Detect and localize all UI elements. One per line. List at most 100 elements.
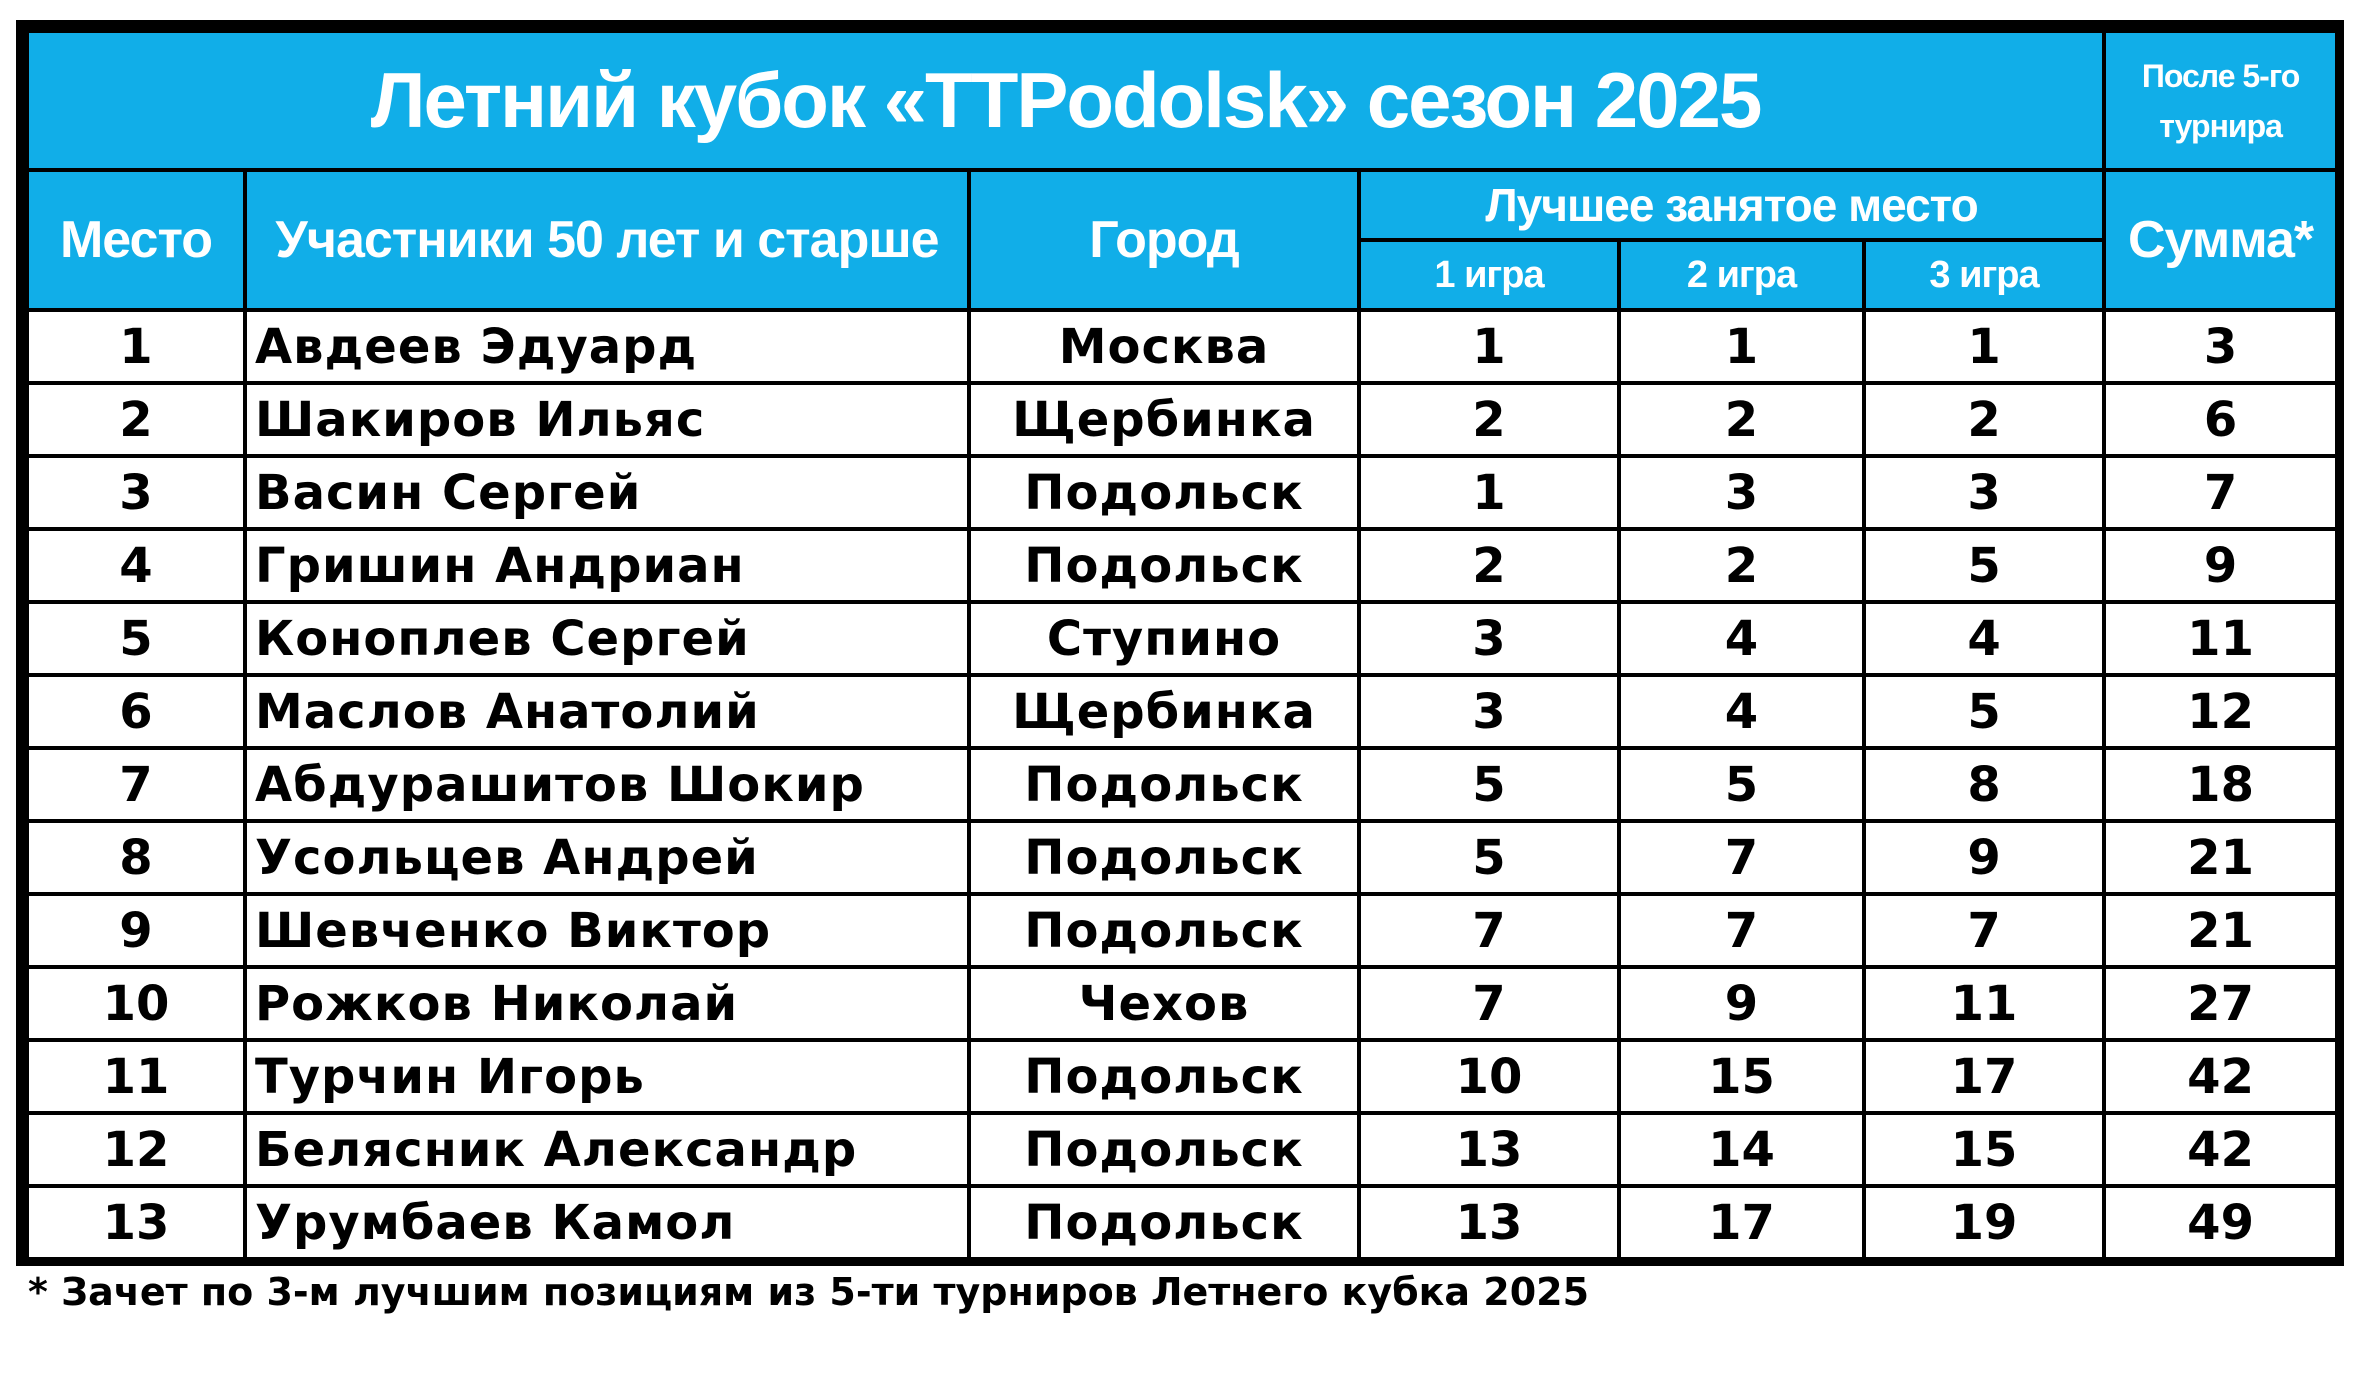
place-cell: 9 bbox=[25, 892, 247, 969]
game-1-cell: 3 bbox=[1357, 673, 1621, 750]
footnote: * Зачет по 3-м лучшим позициям из 5-ти т… bbox=[28, 1270, 1590, 1314]
game-3-cell: 17 bbox=[1861, 1038, 2107, 1115]
city-cell: Подольск bbox=[967, 746, 1361, 823]
game-2-cell: 1 bbox=[1617, 308, 1866, 385]
city-cell: Щербинка bbox=[967, 381, 1361, 458]
game-3-cell: 3 bbox=[1861, 454, 2107, 531]
game-1-cell: 1 bbox=[1357, 454, 1621, 531]
city-cell: Чехов bbox=[967, 965, 1361, 1042]
city-cell: Подольск bbox=[967, 892, 1361, 969]
city-cell: Подольск bbox=[967, 527, 1361, 604]
game-2-cell: 7 bbox=[1617, 819, 1866, 896]
place-cell: 1 bbox=[25, 308, 247, 385]
game-3-cell: 7 bbox=[1861, 892, 2107, 969]
header-game-3: 3 игра bbox=[1861, 238, 2107, 312]
place-cell: 2 bbox=[25, 381, 247, 458]
header-city: Город bbox=[967, 168, 1361, 312]
city-cell: Подольск bbox=[967, 454, 1361, 531]
participant-name-cell: Васин Сергей bbox=[243, 454, 971, 531]
participant-name-cell: Турчин Игорь bbox=[243, 1038, 971, 1115]
sum-cell: 6 bbox=[2102, 381, 2340, 458]
game-3-cell: 15 bbox=[1861, 1111, 2107, 1188]
header-participants: Участники 50 лет и старше bbox=[243, 168, 971, 312]
header-best-place: Лучшее занятое место bbox=[1356, 168, 2107, 242]
participant-name-cell: Маслов Анатолий bbox=[243, 673, 971, 750]
game-2-cell: 3 bbox=[1617, 454, 1866, 531]
sum-cell: 42 bbox=[2102, 1111, 2340, 1188]
game-1-cell: 2 bbox=[1357, 381, 1621, 458]
table-row: 3 Васин Сергей Подольск 1 3 3 7 bbox=[25, 454, 2340, 531]
place-cell: 4 bbox=[25, 527, 247, 604]
participant-name-cell: Белясник Александр bbox=[243, 1111, 971, 1188]
sum-cell: 21 bbox=[2102, 819, 2340, 896]
game-1-cell: 1 bbox=[1357, 308, 1621, 385]
sum-cell: 11 bbox=[2102, 600, 2340, 677]
game-1-cell: 2 bbox=[1357, 527, 1621, 604]
game-2-cell: 9 bbox=[1617, 965, 1866, 1042]
header-place: Место bbox=[25, 168, 247, 312]
table-row: 2 Шакиров Ильяс Щербинка 2 2 2 6 bbox=[25, 381, 2340, 458]
sum-cell: 3 bbox=[2102, 308, 2340, 385]
standings-table-frame: Летний кубок «TTPodolsk» сезон 2025 Посл… bbox=[16, 20, 2344, 1266]
place-cell: 6 bbox=[25, 673, 247, 750]
table-row: 7 Абдурашитов Шокир Подольск 5 5 8 18 bbox=[25, 746, 2340, 823]
table-body: 1 Авдеев Эдуард Москва 1 1 1 3 2 Шакиров Ильяс Ще… bbox=[25, 308, 2340, 1261]
game-1-cell: 5 bbox=[1357, 819, 1621, 896]
city-cell: Щербинка bbox=[967, 673, 1361, 750]
place-cell: 11 bbox=[25, 1038, 247, 1115]
sum-cell: 21 bbox=[2102, 892, 2340, 969]
game-2-cell: 5 bbox=[1617, 746, 1866, 823]
table-row: 11 Турчин Игорь Подольск 10 15 17 42 bbox=[25, 1038, 2340, 1115]
game-2-cell: 4 bbox=[1617, 600, 1866, 677]
city-cell: Подольск bbox=[967, 1038, 1361, 1115]
participant-name-cell: Рожков Николай bbox=[243, 965, 971, 1042]
game-3-cell: 19 bbox=[1861, 1184, 2107, 1261]
game-3-cell: 2 bbox=[1861, 381, 2107, 458]
game-3-cell: 5 bbox=[1861, 527, 2107, 604]
game-3-cell: 9 bbox=[1861, 819, 2107, 896]
participant-name-cell: Авдеев Эдуард bbox=[243, 308, 971, 385]
place-cell: 3 bbox=[25, 454, 247, 531]
city-cell: Москва bbox=[967, 308, 1361, 385]
participant-name-cell: Урумбаев Камол bbox=[243, 1184, 971, 1261]
standings-table: Летний кубок «TTPodolsk» сезон 2025 Посл… bbox=[24, 29, 2340, 1261]
header-game-1: 1 игра bbox=[1357, 238, 1621, 312]
table-row: 6 Маслов Анатолий Щербинка 3 4 5 12 bbox=[25, 673, 2340, 750]
table-row: 9 Шевченко Виктор Подольск 7 7 7 21 bbox=[25, 892, 2340, 969]
game-2-cell: 7 bbox=[1617, 892, 1866, 969]
sum-cell: 49 bbox=[2102, 1184, 2340, 1261]
table-row: 5 Коноплев Сергей Ступино 3 4 4 11 bbox=[25, 600, 2340, 677]
sum-cell: 12 bbox=[2102, 673, 2340, 750]
table-header: Летний кубок «TTPodolsk» сезон 2025 Посл… bbox=[24, 29, 2340, 312]
game-3-cell: 4 bbox=[1861, 600, 2107, 677]
sum-cell: 9 bbox=[2102, 527, 2340, 604]
city-cell: Подольск bbox=[967, 819, 1361, 896]
participant-name-cell: Усольцев Андрей bbox=[243, 819, 971, 896]
place-cell: 5 bbox=[25, 600, 247, 677]
city-cell: Ступино bbox=[967, 600, 1361, 677]
participant-name-cell: Абдурашитов Шокир bbox=[243, 746, 971, 823]
game-1-cell: 13 bbox=[1357, 1184, 1621, 1261]
game-3-cell: 1 bbox=[1861, 308, 2107, 385]
sum-cell: 42 bbox=[2102, 1038, 2340, 1115]
city-cell: Подольск bbox=[967, 1184, 1361, 1261]
participant-name-cell: Гришин Андриан bbox=[243, 527, 971, 604]
city-cell: Подольск bbox=[967, 1111, 1361, 1188]
table-title: Летний кубок «TTPodolsk» сезон 2025 bbox=[24, 29, 2107, 172]
sum-cell: 7 bbox=[2102, 454, 2340, 531]
table-row: 13 Урумбаев Камол Подольск 13 17 19 49 bbox=[25, 1184, 2340, 1261]
place-cell: 7 bbox=[25, 746, 247, 823]
place-cell: 13 bbox=[25, 1184, 247, 1261]
game-2-cell: 2 bbox=[1617, 381, 1866, 458]
table-row: 8 Усольцев Андрей Подольск 5 7 9 21 bbox=[25, 819, 2340, 896]
game-1-cell: 3 bbox=[1357, 600, 1621, 677]
participant-name-cell: Коноплев Сергей bbox=[243, 600, 971, 677]
game-1-cell: 10 bbox=[1357, 1038, 1621, 1115]
participant-name-cell: Шакиров Ильяс bbox=[243, 381, 971, 458]
game-2-cell: 2 bbox=[1617, 527, 1866, 604]
header-sum: Сумма* bbox=[2102, 168, 2340, 312]
sum-cell: 27 bbox=[2102, 965, 2340, 1042]
game-3-cell: 11 bbox=[1861, 965, 2107, 1042]
game-2-cell: 14 bbox=[1617, 1111, 1866, 1188]
game-3-cell: 5 bbox=[1861, 673, 2107, 750]
